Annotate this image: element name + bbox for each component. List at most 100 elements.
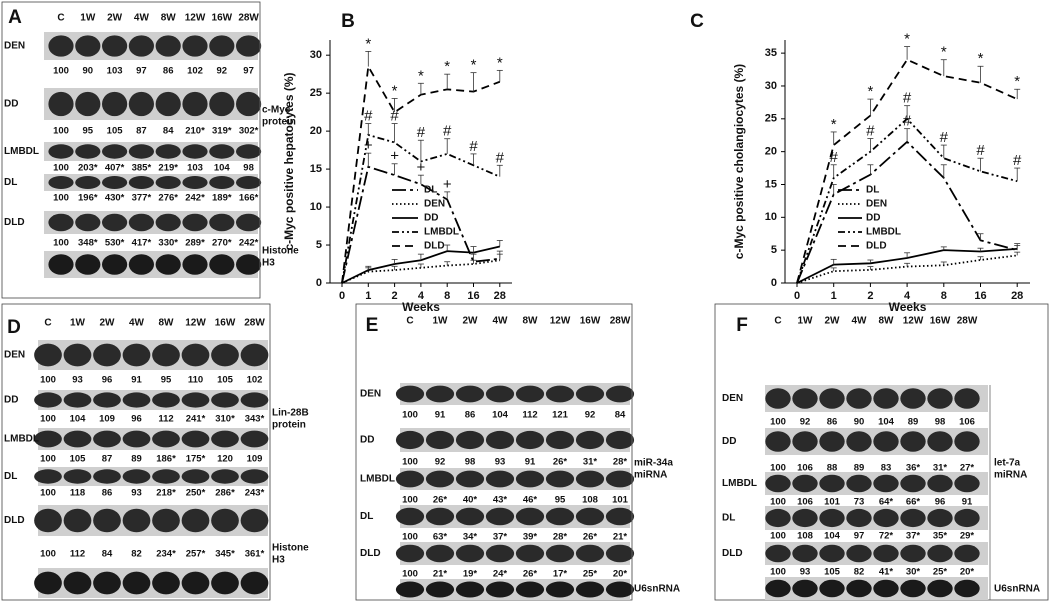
band-value: 310* <box>215 414 235 425</box>
band-value: 98 <box>243 163 254 174</box>
band-value: 100 <box>402 457 418 468</box>
x-tick-label: 16 <box>974 290 986 302</box>
blot-band <box>792 544 818 563</box>
band-value: 29* <box>960 531 975 542</box>
band-value: 90 <box>83 66 94 77</box>
blot-band <box>34 508 62 533</box>
legend-label: DEN <box>866 199 887 210</box>
x-tick-label: 4 <box>904 290 911 302</box>
band-value: 100 <box>40 454 56 465</box>
y-tick-label: 0 <box>771 277 777 289</box>
significance-mark: # <box>903 90 912 107</box>
blot-band <box>954 474 980 493</box>
band-value: 100 <box>402 495 418 506</box>
x-axis-label: Weeks <box>889 300 927 314</box>
blot-band <box>515 430 545 450</box>
row-label: DD <box>722 436 736 447</box>
significance-mark: # <box>830 149 839 166</box>
band-value: 100 <box>402 569 418 580</box>
band-value: 166* <box>239 193 259 204</box>
significance-mark: # <box>903 113 912 130</box>
blot-band <box>846 544 872 563</box>
band-value: 28* <box>613 457 628 468</box>
band-value: 100 <box>770 417 786 428</box>
band-value: 343* <box>245 414 265 425</box>
band-value: 385* <box>132 163 152 174</box>
control-label: U6snRNA <box>634 584 680 595</box>
blot-band <box>93 508 121 533</box>
band-value: 210* <box>185 126 205 137</box>
blot-band <box>900 431 926 452</box>
blot-band <box>575 385 605 403</box>
band-value: 109 <box>99 414 115 425</box>
lane-label: 1W <box>80 13 96 24</box>
band-value: 112 <box>70 549 85 560</box>
blot-band <box>395 544 425 563</box>
control-label: H3 <box>272 555 285 566</box>
significance-mark: + <box>417 159 426 176</box>
blot-band <box>873 431 899 452</box>
control-label: Histone <box>262 246 299 257</box>
blot-band <box>211 469 239 484</box>
band-value: 242* <box>239 238 259 249</box>
band-value: 95 <box>83 126 94 137</box>
lane-label: 8W <box>523 316 539 327</box>
panel-label: C <box>690 11 704 32</box>
band-value: 105 <box>107 126 124 137</box>
band-value: 430* <box>105 193 125 204</box>
blot-band <box>485 430 515 450</box>
blot-band <box>155 213 181 232</box>
lane-label: 8W <box>161 13 177 24</box>
band-value: 36* <box>906 463 921 474</box>
blot-band <box>182 91 208 117</box>
blot-band <box>425 544 455 563</box>
blot-strip <box>400 542 630 565</box>
row-label: DEN <box>4 350 25 361</box>
y-tick-label: 10 <box>765 211 777 223</box>
blot-strip <box>400 505 630 528</box>
y-tick-label: 25 <box>765 113 777 125</box>
band-value: 82 <box>131 549 142 560</box>
band-value: 361* <box>245 549 265 560</box>
blot-band <box>792 431 818 452</box>
blot-band <box>765 544 791 563</box>
blot-band <box>181 469 210 484</box>
band-value: 100 <box>40 375 56 386</box>
y-tick-label: 0 <box>316 277 322 289</box>
blot-band <box>846 388 872 409</box>
band-value: 289* <box>185 238 205 249</box>
significance-mark: * <box>904 31 910 48</box>
band-value: 35* <box>933 531 948 542</box>
blot-band <box>181 343 210 367</box>
band-value: 109 <box>247 454 263 465</box>
blot-band <box>93 392 121 408</box>
target-label: miRNA <box>994 470 1027 481</box>
lane-label: 28W <box>610 316 631 327</box>
blot-band <box>819 388 845 409</box>
band-value: 121 <box>552 410 569 421</box>
blot-band <box>545 507 575 526</box>
blot-band <box>182 254 208 275</box>
significance-mark: # <box>940 129 949 146</box>
blot-band <box>455 581 485 598</box>
band-value: 91 <box>435 410 446 421</box>
lane-label: 1W <box>433 316 449 327</box>
blot-band <box>240 430 269 448</box>
blot-band <box>515 581 545 598</box>
blot-band <box>182 213 208 232</box>
band-value: 97 <box>854 531 865 542</box>
lane-label: 12W <box>903 316 924 327</box>
band-value: 105 <box>824 567 841 578</box>
blot-band <box>102 91 128 117</box>
blot-band <box>395 470 425 488</box>
lane-label: 4W <box>493 316 509 327</box>
blot-band <box>211 392 239 408</box>
band-value: 100 <box>40 549 56 560</box>
legend-label: DL <box>866 185 879 196</box>
band-value: 100 <box>53 193 69 204</box>
blot-band <box>900 544 926 563</box>
significance-mark: * <box>831 116 837 133</box>
lane-label: 2W <box>100 318 116 329</box>
band-value: 100 <box>402 410 418 421</box>
